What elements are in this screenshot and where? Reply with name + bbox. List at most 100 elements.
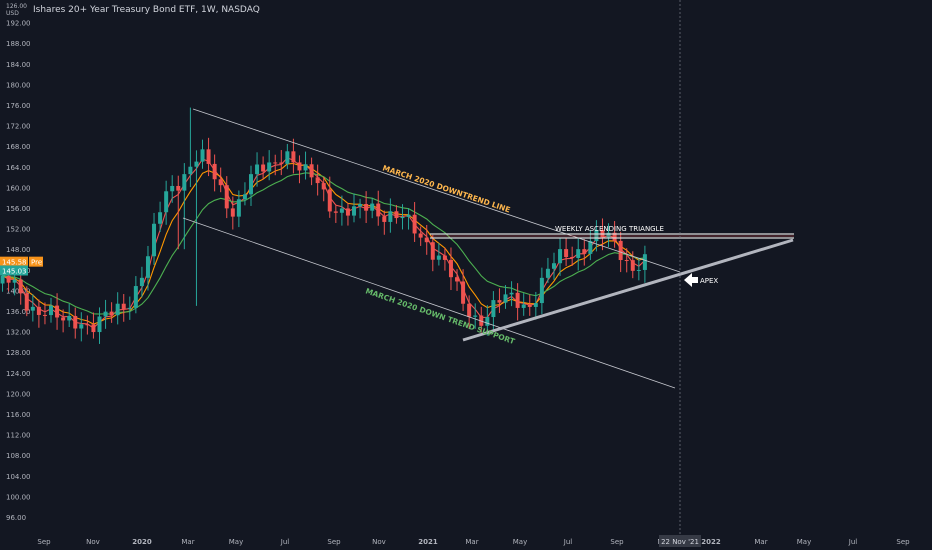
candle-body <box>400 216 405 219</box>
candle-body <box>164 191 169 213</box>
candle-body <box>176 185 181 191</box>
candle-body <box>473 315 478 317</box>
x-tick-label: Sep <box>37 538 51 546</box>
candle-body <box>352 206 357 216</box>
candle-body <box>218 179 223 186</box>
candle-body <box>321 183 326 190</box>
candle-body <box>261 164 266 172</box>
y-tick-label: 188.00 <box>6 40 31 48</box>
y-tick-label: 148.00 <box>6 246 31 254</box>
candle-body <box>594 229 599 242</box>
x-tick-label: 2021 <box>418 538 438 546</box>
x-tick-label: 2022 <box>701 538 721 546</box>
candle-body <box>115 303 120 316</box>
candle-body <box>139 277 144 287</box>
candle-body <box>109 311 114 316</box>
x-tick-label: May <box>229 538 243 546</box>
candle-body <box>576 249 581 258</box>
candle-body <box>503 294 508 303</box>
candle-body <box>485 317 490 326</box>
triangle-support-line <box>462 238 794 342</box>
x-tick-label: Jul <box>280 538 290 546</box>
candle-body <box>230 208 235 217</box>
y-tick-label: 116.00 <box>6 411 31 419</box>
x-tick-label: Nov <box>372 538 386 546</box>
x-tick-label: May <box>513 538 527 546</box>
candle-body <box>382 216 387 222</box>
candle-body <box>467 303 472 317</box>
candle-body <box>618 240 623 261</box>
candle-body <box>224 185 229 209</box>
candle-body <box>0 275 5 284</box>
candle-body <box>152 223 157 257</box>
candle-body <box>285 151 290 164</box>
candle-body <box>339 208 344 213</box>
candle-body <box>6 275 11 283</box>
candle-body <box>18 279 23 294</box>
candle-body <box>388 211 393 222</box>
candle-body <box>170 185 175 192</box>
candle-body <box>248 174 253 195</box>
x-tick-label: Sep <box>327 538 341 546</box>
x-tick-label: May <box>797 538 811 546</box>
candle-body <box>30 306 35 311</box>
candle-body <box>612 232 617 241</box>
candle-body <box>36 306 41 315</box>
candle-body <box>303 164 308 171</box>
candle-body <box>533 303 538 307</box>
candle-body <box>630 260 635 271</box>
candle-body <box>85 324 90 326</box>
candle-body <box>448 259 453 278</box>
y-tick-label: 172.00 <box>6 123 31 131</box>
candle-body <box>194 161 199 167</box>
candle-body <box>521 304 526 308</box>
candle-body <box>527 304 532 307</box>
currency-label: 126.00 USD <box>6 3 27 17</box>
last-price-value: 145.03 <box>2 267 27 275</box>
candle-body <box>551 263 556 269</box>
candle-body <box>145 256 150 278</box>
x-axis-labels: Sep Nov 2020 Mar May Jul Sep Nov 2021 Mar May Jul Se… <box>37 538 910 546</box>
candle-body <box>49 305 54 316</box>
y-tick-label: 108.00 <box>6 452 31 460</box>
y-tick-label: 128.00 <box>6 349 31 357</box>
candle-body <box>103 311 108 317</box>
candle-body <box>509 292 514 295</box>
candle-body <box>236 199 241 217</box>
candle-body <box>539 277 544 304</box>
x-tick-label: Mar <box>181 538 194 546</box>
candle-body <box>461 281 466 304</box>
candle-body <box>636 269 641 271</box>
candle-body <box>315 177 320 184</box>
candle-body <box>436 255 441 260</box>
candle-body <box>255 164 260 175</box>
candle-body <box>133 286 138 308</box>
pre-price-tag <box>0 256 28 267</box>
x-tick-label: Jul <box>563 538 573 546</box>
pre-badge <box>29 256 43 267</box>
y-tick-label: 136.00 <box>6 308 31 316</box>
y-tick-label: 160.00 <box>6 184 31 192</box>
candle-body <box>242 194 247 200</box>
candle-body <box>333 211 338 213</box>
trendline-drawings[interactable] <box>182 0 794 536</box>
y-tick-label: 184.00 <box>6 61 31 69</box>
y-tick-label: 104.00 <box>6 473 31 481</box>
candle-body <box>206 149 211 164</box>
pre-price-value: 145.58 <box>2 259 27 267</box>
y-tick-label: 152.00 <box>6 226 31 234</box>
crosshair-date-label: 22 Nov '21 <box>661 538 699 546</box>
candle-body <box>588 241 593 254</box>
candle-body <box>442 255 447 260</box>
y-tick-label: 180.00 <box>6 81 31 89</box>
candle-body <box>188 166 193 175</box>
x-tick-label: Nov <box>86 538 100 546</box>
x-tick-label: 2020 <box>132 538 152 546</box>
candle-body <box>55 305 60 318</box>
candle-body <box>97 316 102 333</box>
candle-body <box>412 214 417 234</box>
apex-label: APEX <box>700 277 718 285</box>
candle-body <box>406 214 411 217</box>
